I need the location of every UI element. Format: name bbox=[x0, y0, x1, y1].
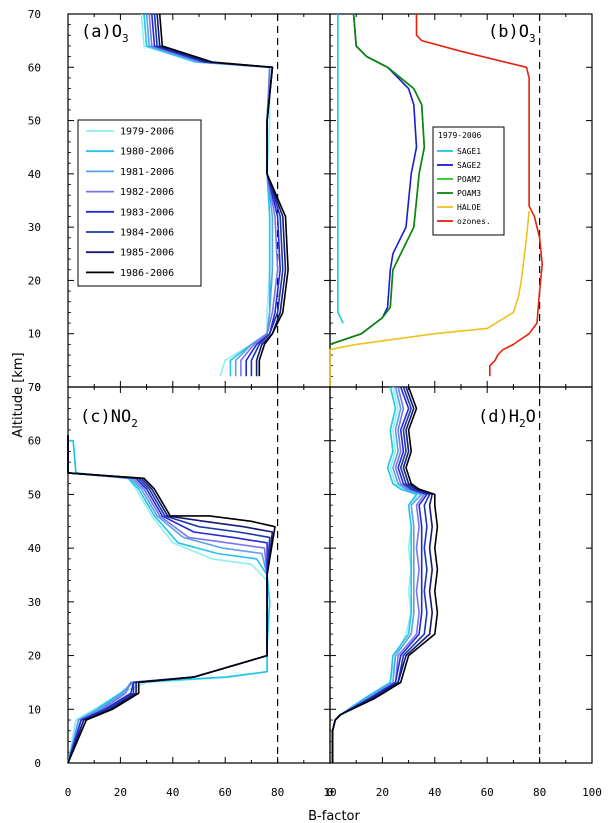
x-tick-label: 40 bbox=[428, 786, 441, 799]
series-line-sage1 bbox=[337, 14, 344, 324]
x-tick-label: 80 bbox=[533, 786, 546, 799]
series-line-poam3 bbox=[329, 13, 426, 346]
series-line-1983-2006 bbox=[331, 386, 428, 763]
series-line-1985-2006 bbox=[67, 435, 274, 764]
legend-label: POAM2 bbox=[457, 175, 481, 184]
legend-label: HALOE bbox=[457, 203, 481, 212]
legend-label: POAM3 bbox=[457, 189, 481, 198]
y-tick-label: 70 bbox=[28, 8, 41, 21]
series-line-1986-2006 bbox=[158, 13, 289, 377]
legend-label: 1980-2006 bbox=[120, 147, 174, 158]
legend-label: 1984-2006 bbox=[120, 228, 174, 239]
x-tick-label: 100 bbox=[582, 786, 602, 799]
legend-label: 1986-2006 bbox=[120, 268, 174, 279]
x-tick-label: 60 bbox=[481, 786, 494, 799]
y-tick-label: 40 bbox=[28, 168, 41, 181]
y-tick-label: 10 bbox=[28, 328, 41, 341]
y-tick-label: 0 bbox=[34, 757, 41, 770]
series-line-1979-2006 bbox=[331, 386, 420, 763]
y-tick-label: 0 bbox=[34, 381, 41, 394]
series-line-1983-2006 bbox=[151, 13, 282, 377]
x-tick-label: 10 bbox=[323, 786, 336, 799]
panel-a-title: (a)O3 bbox=[81, 22, 129, 45]
legend-label: ozones. bbox=[457, 217, 491, 226]
panel-d-frame bbox=[329, 386, 593, 764]
x-tick-label: 60 bbox=[219, 786, 232, 799]
series-line-1985-2006 bbox=[331, 386, 434, 763]
series-line-haloe bbox=[329, 211, 530, 387]
x-tick-label: 20 bbox=[376, 786, 389, 799]
panel-d-h2o: 0 20 40 60 80 100 bbox=[327, 386, 602, 799]
series-line-ozones- bbox=[415, 14, 544, 377]
series-line-sage2 bbox=[329, 13, 418, 346]
legend-label: 1982-2006 bbox=[120, 187, 174, 198]
y-tick-label: 50 bbox=[28, 115, 41, 128]
legend-label: SAGE2 bbox=[457, 161, 481, 170]
y-tick-label: 60 bbox=[28, 435, 41, 448]
legend-box bbox=[432, 126, 505, 236]
y-tick-label: 60 bbox=[28, 61, 41, 74]
x-tick-label: 0 bbox=[65, 786, 72, 799]
y-tick-label: 50 bbox=[28, 488, 41, 501]
x-tick-label: 40 bbox=[166, 786, 179, 799]
series-line-1986-2006 bbox=[67, 435, 276, 764]
x-tick-label: 0 bbox=[327, 786, 334, 799]
panel-d-title: (d)H2O bbox=[478, 407, 536, 430]
x-tick-label: 80 bbox=[271, 786, 284, 799]
legend-title: 1979-2006 bbox=[438, 131, 482, 140]
y-tick-label: 70 bbox=[28, 381, 41, 394]
series-line-1986-2006 bbox=[331, 386, 439, 763]
legend-label: 1981-2006 bbox=[120, 167, 174, 178]
legend-box bbox=[77, 119, 202, 287]
y-tick-label: 20 bbox=[28, 274, 41, 287]
y-tick-label: 20 bbox=[28, 650, 41, 663]
panel-b-ozone-instruments: 1979-2006 SAGE1 SAGE2 POAM2 POAM3 HALOE ozones… bbox=[329, 13, 593, 388]
panel-b-title: (b)O3 bbox=[488, 22, 536, 45]
y-tick-label: 40 bbox=[28, 542, 41, 555]
y-tick-label: 30 bbox=[28, 596, 41, 609]
legend-label: 1979-2006 bbox=[120, 127, 174, 138]
y-tick-label: 30 bbox=[28, 221, 41, 234]
legend-label: 1985-2006 bbox=[120, 248, 174, 259]
legend-label: 1983-2006 bbox=[120, 207, 174, 218]
panel-c-title: (c)NO2 bbox=[80, 407, 138, 430]
legend-label: SAGE1 bbox=[457, 147, 481, 156]
x-tick-label: 20 bbox=[114, 786, 127, 799]
panel-a-ozone-years: 70 60 50 40 30 20 10 0 1979-2006 1980-2006 1981-20… bbox=[28, 8, 331, 394]
series-line-1984-2006 bbox=[331, 386, 431, 763]
series-line-1980-2006 bbox=[331, 386, 418, 763]
x-axis-label: B-factor bbox=[308, 809, 360, 823]
y-axis-label: Altitude [km] bbox=[11, 352, 26, 437]
y-tick-label: 10 bbox=[28, 703, 41, 716]
